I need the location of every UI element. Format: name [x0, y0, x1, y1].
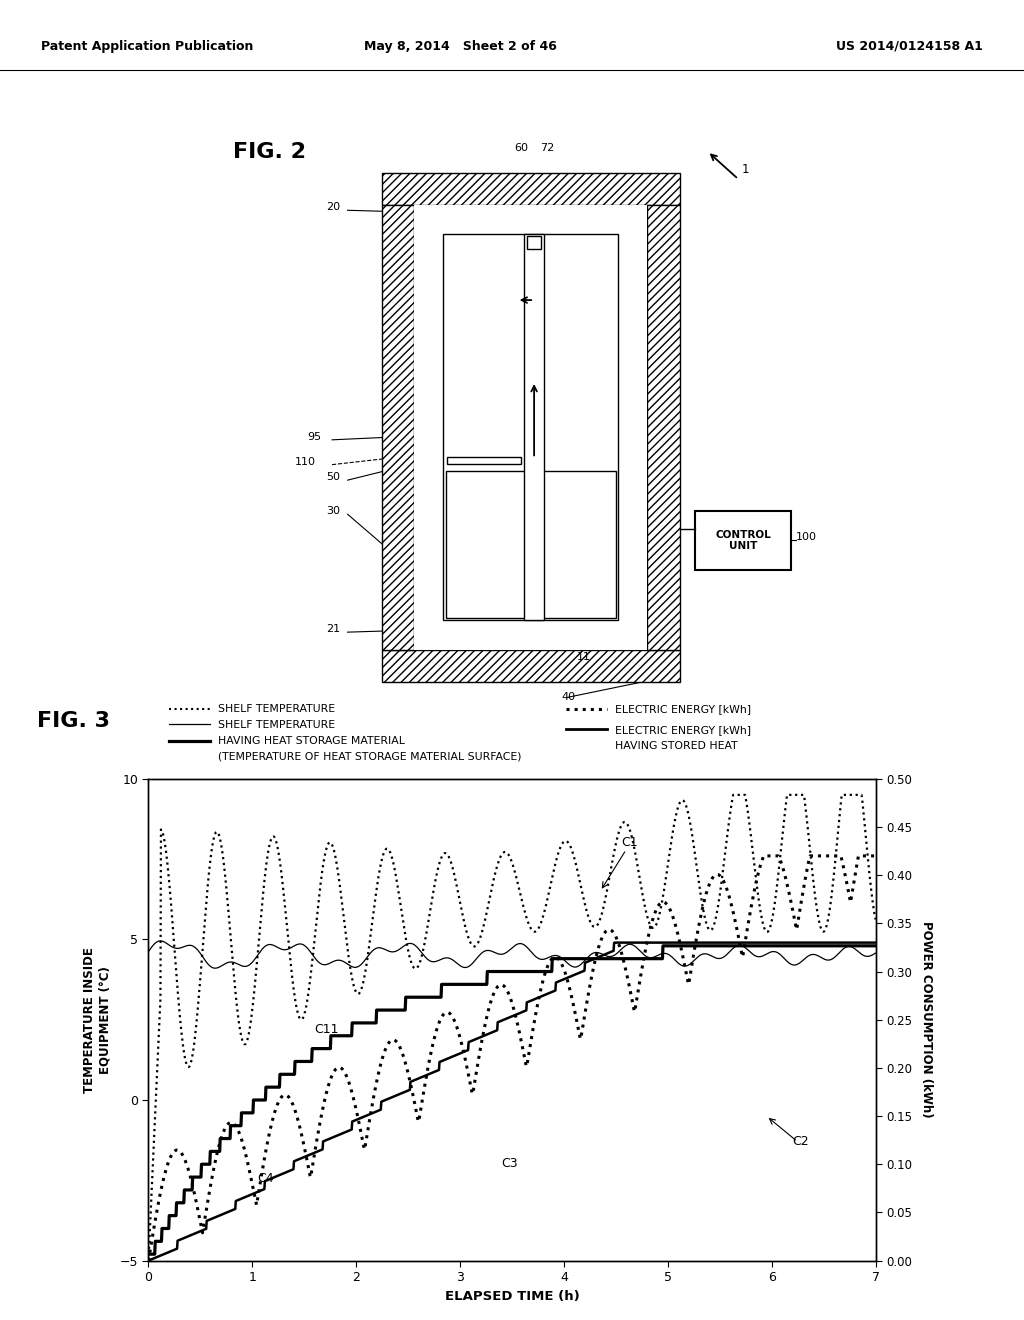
Text: FIG. 3: FIG. 3 [37, 710, 110, 731]
Text: 1: 1 [741, 164, 749, 176]
Text: 60: 60 [514, 144, 528, 153]
Bar [382, 206, 414, 649]
Bar [443, 235, 618, 620]
Bar [524, 235, 544, 620]
Text: SHELF TEMPERATURE: SHELF TEMPERATURE [218, 719, 335, 730]
Text: SHELF TEMPERATURE: SHELF TEMPERATURE [218, 705, 335, 714]
Text: 110: 110 [295, 457, 315, 467]
Text: C1: C1 [621, 837, 638, 849]
Y-axis label: POWER CONSUMPTION (kWh): POWER CONSUMPTION (kWh) [921, 921, 933, 1118]
Text: 80: 80 [578, 438, 591, 447]
Bar [415, 206, 646, 235]
Bar [382, 649, 680, 681]
Bar [449, 438, 520, 458]
Text: CONTROL
UNIT: CONTROL UNIT [715, 529, 771, 552]
Bar [445, 471, 615, 618]
X-axis label: ELAPSED TIME (h): ELAPSED TIME (h) [444, 1290, 580, 1303]
Text: C11: C11 [314, 1023, 339, 1036]
Text: C2: C2 [793, 1135, 809, 1148]
Text: 40: 40 [561, 693, 575, 702]
Text: 70: 70 [578, 482, 591, 491]
Bar [382, 173, 680, 206]
Bar [415, 620, 646, 648]
Text: 11: 11 [578, 652, 591, 663]
Text: 50: 50 [326, 473, 340, 482]
Text: Patent Application Publication: Patent Application Publication [41, 40, 253, 53]
Text: 30: 30 [326, 507, 340, 516]
Bar [647, 206, 680, 649]
Text: 95: 95 [307, 432, 322, 442]
Bar [618, 235, 646, 620]
Bar [446, 457, 521, 465]
Text: 100: 100 [796, 532, 817, 543]
Text: C4: C4 [258, 1172, 274, 1185]
Text: 72: 72 [540, 144, 554, 153]
Text: 21: 21 [326, 624, 340, 634]
Text: May 8, 2014   Sheet 2 of 46: May 8, 2014 Sheet 2 of 46 [365, 40, 557, 53]
Text: ELECTRIC ENERGY [kWh]: ELECTRIC ENERGY [kWh] [615, 725, 752, 735]
Text: (TEMPERATURE OF HEAT STORAGE MATERIAL SURFACE): (TEMPERATURE OF HEAT STORAGE MATERIAL SU… [218, 751, 521, 762]
Text: HAVING HEAT STORAGE MATERIAL: HAVING HEAT STORAGE MATERIAL [218, 735, 404, 746]
Y-axis label: TEMPERATURE INSIDE
EQUIPMENT (°C): TEMPERATURE INSIDE EQUIPMENT (°C) [83, 946, 112, 1093]
Text: ELECTRIC ENERGY [kWh]: ELECTRIC ENERGY [kWh] [615, 705, 752, 714]
Text: FIG. 2: FIG. 2 [232, 143, 306, 162]
Bar [527, 236, 541, 249]
Text: HAVING STORED HEAT: HAVING STORED HEAT [615, 741, 738, 751]
Text: C3: C3 [502, 1158, 518, 1171]
Bar [415, 235, 443, 620]
Bar [695, 511, 792, 570]
Text: 20: 20 [326, 202, 340, 213]
Text: 10: 10 [578, 259, 591, 268]
Text: US 2014/0124158 A1: US 2014/0124158 A1 [837, 40, 983, 53]
Bar [414, 206, 647, 649]
